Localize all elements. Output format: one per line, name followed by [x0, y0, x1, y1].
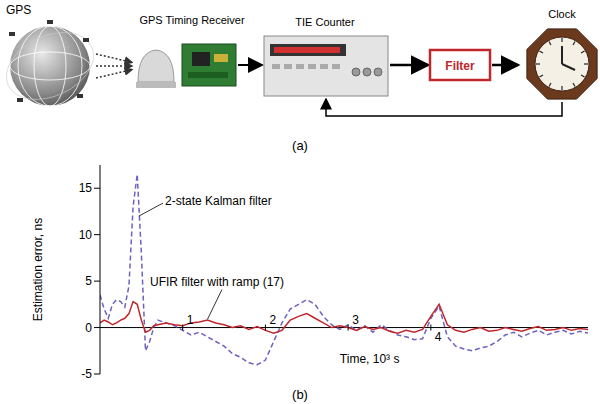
svg-text:5: 5 [85, 274, 92, 288]
svg-text:TIE Counter: TIE Counter [295, 16, 355, 28]
svg-text:3: 3 [352, 313, 359, 327]
svg-text:15: 15 [79, 181, 93, 195]
svg-text:1: 1 [187, 313, 194, 327]
svg-text:-5: -5 [81, 367, 92, 381]
svg-text:GPS: GPS [6, 3, 31, 17]
svg-text:(b): (b) [292, 387, 308, 402]
svg-text:2: 2 [269, 313, 276, 327]
svg-text:Filter: Filter [445, 59, 475, 73]
svg-text:Clock: Clock [548, 8, 576, 20]
svg-text:2-state Kalman filter: 2-state Kalman filter [165, 194, 272, 208]
svg-text:4: 4 [435, 330, 442, 344]
svg-text:10: 10 [79, 228, 93, 242]
svg-text:Time, 10³ s: Time, 10³ s [340, 352, 400, 366]
svg-text:Estimation error, ns: Estimation error, ns [31, 218, 45, 321]
svg-text:UFIR filter with ramp (17): UFIR filter with ramp (17) [150, 275, 284, 289]
svg-text:0: 0 [85, 321, 92, 335]
svg-text:GPS Timing Receiver: GPS Timing Receiver [139, 14, 244, 26]
svg-text:(a): (a) [292, 138, 308, 153]
